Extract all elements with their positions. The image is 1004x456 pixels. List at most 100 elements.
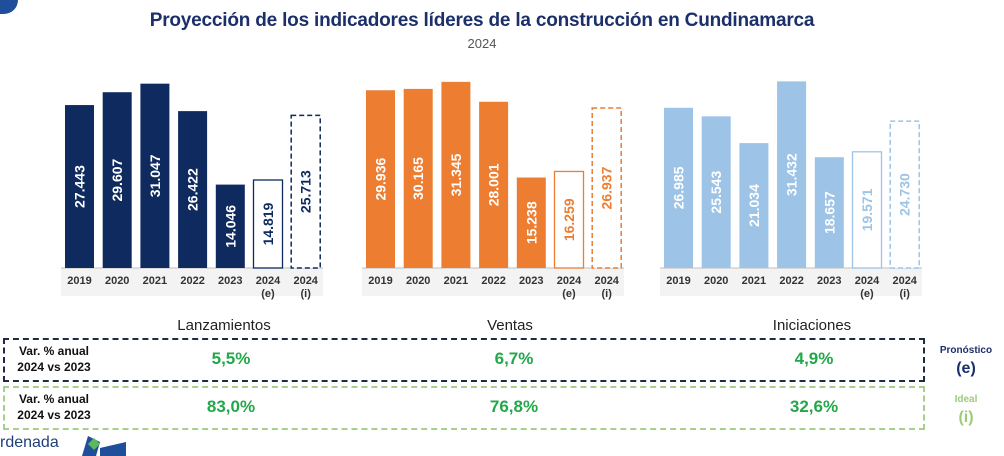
bar-value-label: 29.607 — [109, 158, 125, 201]
bar-value-label: 14.046 — [222, 205, 238, 248]
bar-value-label: 14.819 — [260, 202, 276, 245]
row-label-line1: Var. % anual — [18, 392, 90, 406]
ideal-lanzamientos-value: 83,0% — [206, 397, 256, 416]
row-label-line1: Var. % anual — [18, 344, 90, 358]
legend-ideal-name: Ideal — [954, 394, 978, 405]
bar-value-label: 26.937 — [599, 166, 615, 209]
x-tick-label: 2023 — [519, 275, 543, 287]
x-tick-sublabel: (i) — [900, 288, 911, 300]
bar-iniciaciones-2024e — [851, 151, 883, 269]
chart-title: Proyección de los indicadores líderes de… — [149, 10, 815, 31]
bar-iniciaciones-2020 — [701, 116, 731, 268]
row-label-line2: 2024 vs 2023 — [17, 360, 91, 374]
legend-forecast-name: Pronóstico — [939, 345, 993, 356]
bar-value-label: 31.345 — [448, 153, 464, 196]
x-tick-label: 2021 — [444, 275, 468, 287]
bar-value-label: 25.543 — [708, 171, 724, 214]
variation-row-forecast: Var. % anual 2024 vs 2023 5,5% 6,7% 4,9% — [3, 338, 925, 382]
row-label: Var. % anual 2024 vs 2023 — [11, 391, 97, 423]
bar-lanzamientos-2024e — [252, 179, 284, 269]
x-tick-sublabel: (e) — [562, 288, 576, 300]
x-tick-label: 2022 — [481, 275, 505, 287]
axis-panel — [660, 268, 922, 296]
x-tick-sublabel: (i) — [301, 288, 312, 300]
bar-value-label: 19.571 — [859, 188, 875, 231]
bar-ventas-2024e — [553, 170, 585, 269]
variation-row-ideal: Var. % anual 2024 vs 2023 83,0% 76,8% 32… — [3, 386, 925, 430]
bar-iniciaciones-2024i — [889, 120, 920, 269]
x-tick-label: 2022 — [779, 275, 803, 287]
x-tick-label: 2020 — [406, 275, 430, 287]
bar-value-label: 29.936 — [373, 158, 389, 201]
x-tick-label: 2021 — [143, 275, 167, 287]
bar-iniciaciones-2021 — [739, 143, 769, 268]
group-name-lanzamientos: Lanzamientos — [177, 317, 271, 334]
bar-value-label: 15.238 — [523, 201, 539, 244]
bar-value-label: 30.165 — [410, 157, 426, 200]
x-tick-sublabel: (e) — [860, 288, 874, 300]
x-tick-label: 2024 — [594, 275, 619, 287]
legend-forecast: Pronóstico (e) — [928, 345, 1004, 378]
row-label: Var. % anual 2024 vs 2023 — [11, 343, 97, 375]
bar-lanzamientos-2021 — [140, 83, 170, 268]
x-tick-label: 2020 — [105, 275, 129, 287]
bar-lanzamientos-2023 — [215, 184, 245, 268]
x-tick-label: 2019 — [368, 275, 392, 287]
bar-lanzamientos-2020 — [102, 92, 132, 268]
brand-logo-icon — [82, 436, 126, 456]
bar-value-label: 26.422 — [185, 168, 201, 211]
bar-value-label: 28.001 — [486, 163, 502, 206]
x-tick-label: 2019 — [666, 275, 690, 287]
bar-chart: 27.443 2019 29.607 2020 31.047 2021 26.422 2022… — [61, 81, 922, 300]
bar-lanzamientos-2022 — [178, 111, 208, 268]
bar-value-label: 27.443 — [72, 165, 88, 208]
bar-lanzamientos-2019 — [65, 105, 94, 268]
bar-value-label: 24.730 — [897, 173, 913, 216]
x-tick-sublabel: (i) — [602, 288, 613, 300]
x-tick-label: 2023 — [218, 275, 242, 287]
x-tick-label: 2024 — [293, 275, 318, 287]
bar-ventas-2023 — [516, 177, 546, 268]
bar-lanzamientos-2024i — [290, 114, 321, 269]
x-tick-label: 2024 — [256, 275, 281, 287]
bar-ventas-2019 — [366, 90, 395, 268]
bar-value-label: 18.657 — [821, 191, 837, 234]
bar-iniciaciones-2022 — [777, 81, 807, 268]
x-tick-label: 2024 — [557, 275, 582, 287]
bar-value-label: 25.713 — [298, 170, 314, 213]
ideal-iniciaciones-value: 32,6% — [789, 397, 839, 416]
bar-ventas-2020 — [403, 88, 433, 268]
footer-brand-text: rdenada — [0, 434, 59, 451]
bar-value-label: 26.985 — [671, 166, 687, 209]
legend-ideal: Ideal (i) — [928, 394, 1004, 427]
group-name-iniciaciones: Iniciaciones — [772, 317, 852, 334]
x-tick-label: 2024 — [892, 275, 917, 287]
bar-iniciaciones-2023 — [814, 157, 844, 268]
forecast-lanzamientos-value: 5,5% — [211, 349, 251, 368]
x-tick-label: 2024 — [855, 275, 880, 287]
forecast-ventas-value: 6,7% — [494, 349, 534, 368]
legend-ideal-code: (i) — [958, 409, 974, 426]
bar-value-label: 16.259 — [561, 198, 577, 241]
bar-value-label: 31.432 — [784, 153, 800, 196]
bar-ventas-2021 — [441, 81, 471, 268]
ideal-ventas-value: 76,8% — [489, 397, 539, 416]
axis-panel — [362, 268, 624, 296]
bar-iniciaciones-2019 — [664, 107, 693, 268]
bar-ventas-2022 — [479, 101, 509, 268]
x-tick-label: 2023 — [817, 275, 841, 287]
row-label-line2: 2024 vs 2023 — [17, 408, 91, 422]
x-tick-label: 2020 — [704, 275, 728, 287]
x-tick-label: 2021 — [742, 275, 766, 287]
x-tick-sublabel: (e) — [261, 288, 275, 300]
x-tick-label: 2019 — [67, 275, 91, 287]
bar-value-label: 31.047 — [147, 154, 163, 197]
x-tick-label: 2022 — [180, 275, 204, 287]
chart-subtitle: 2024 — [467, 36, 497, 51]
forecast-iniciaciones-value: 4,9% — [794, 349, 834, 368]
legend-forecast-code: (e) — [956, 360, 976, 377]
bar-ventas-2024i — [591, 107, 622, 269]
group-name-ventas: Ventas — [487, 317, 533, 334]
bar-value-label: 21.034 — [746, 184, 762, 227]
axis-panel — [61, 268, 323, 296]
